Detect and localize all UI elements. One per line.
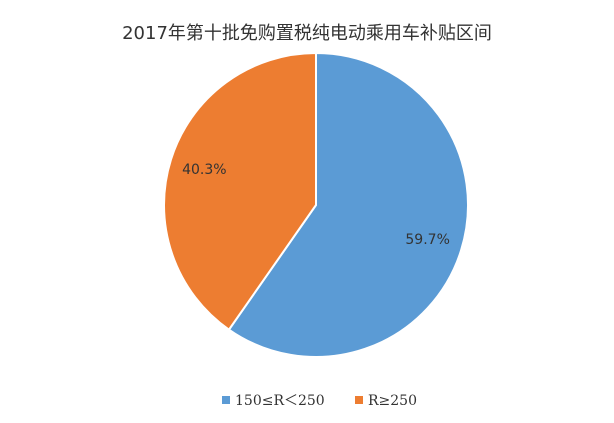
legend-label: R≥250 xyxy=(368,393,417,409)
pie-slice xyxy=(227,51,469,358)
chart-title: 2017年第十批免购置税纯电动乘用车补贴区间 xyxy=(122,23,492,44)
legend-label: 150≤R＜250 xyxy=(235,393,325,409)
legend-swatch xyxy=(222,396,230,404)
legend-swatch xyxy=(355,396,363,404)
data-label: 59.7% xyxy=(405,232,449,248)
data-label: 40.3% xyxy=(182,162,226,178)
pie-slice xyxy=(163,51,317,332)
